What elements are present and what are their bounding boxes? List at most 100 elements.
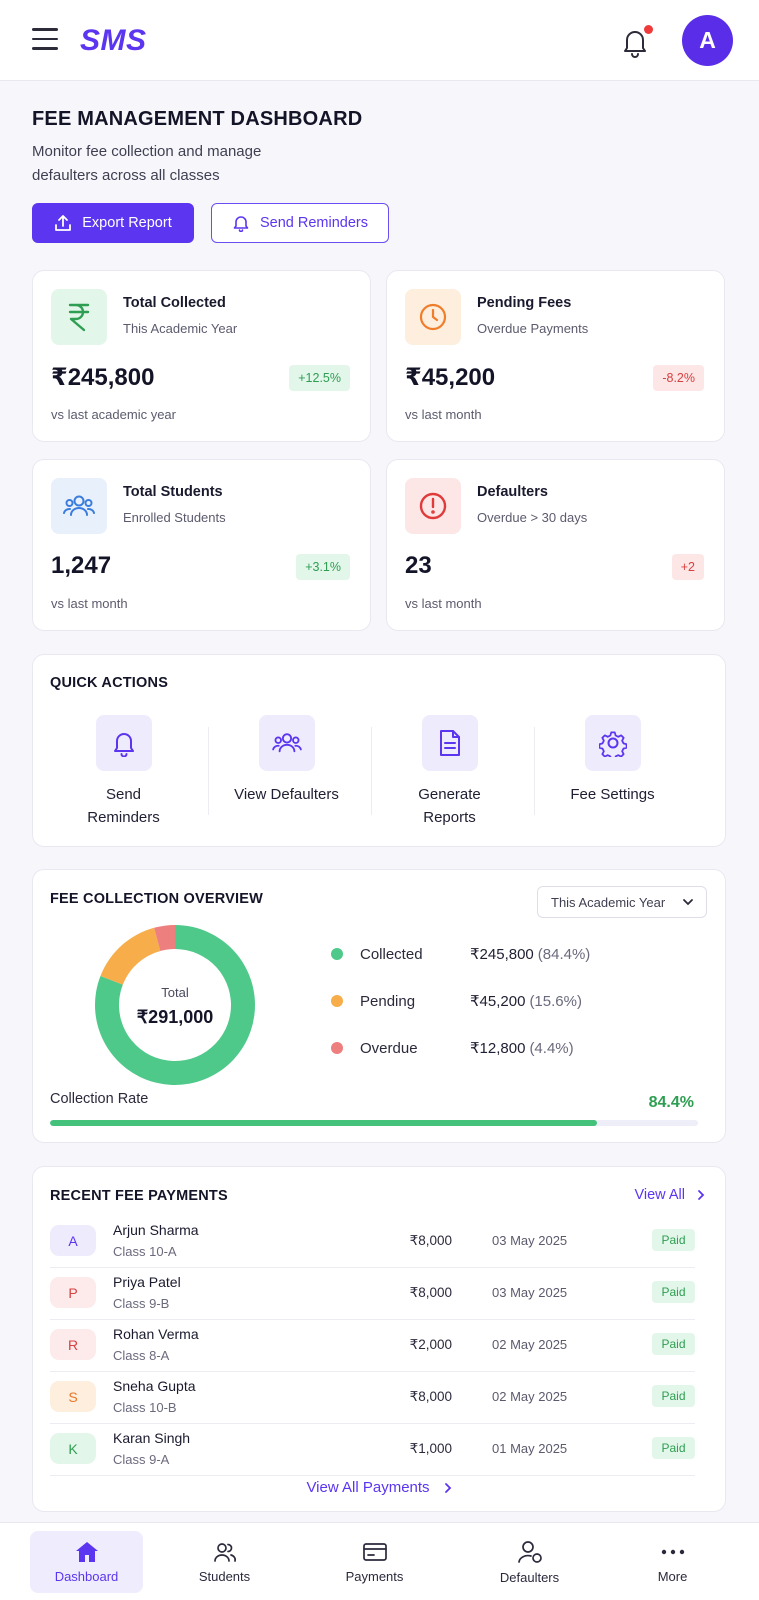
nav-item-payments[interactable]: Payments (318, 1531, 431, 1593)
upload-icon (55, 215, 72, 231)
divider (371, 727, 372, 815)
quick-action-view-defaulters[interactable]: View Defaulters (205, 715, 368, 839)
send-reminders-button[interactable]: Send Reminders (211, 203, 389, 243)
donut-slice-overdue (154, 925, 175, 951)
stat-change-badge: -8.2% (653, 365, 704, 391)
chevron-right-icon (444, 1482, 451, 1493)
nav-label: Dashboard (54, 1568, 119, 1584)
alert-icon (405, 478, 461, 534)
legend-dot (331, 1042, 343, 1054)
stat-footnote: vs last academic year (51, 407, 176, 422)
payment-amount: ₹8,000 (409, 1233, 452, 1248)
student-avatar: S (50, 1381, 96, 1412)
collection-rate-fill (50, 1120, 597, 1126)
quick-actions-card: QUICK ACTIONS Send Reminders View Defaul… (32, 654, 726, 847)
stat-footnote: vs last month (51, 596, 128, 611)
legend-name: Overdue (360, 1039, 418, 1057)
student-name: Rohan Verma (113, 1326, 199, 1342)
legend-amount: ₹45,200 (470, 993, 526, 1010)
fee-overview-title: FEE COLLECTION OVERVIEW (50, 891, 263, 907)
rupee-icon (51, 289, 107, 345)
menu-icon[interactable] (32, 28, 60, 52)
legend-dot (331, 995, 343, 1007)
legend-item-collected: Collected ₹245,800 (84.4%) (331, 944, 590, 964)
quick-action-send-reminders[interactable]: Send Reminders (42, 715, 205, 839)
payment-date: 02 May 2025 (492, 1389, 568, 1404)
app-header: SMS A (0, 0, 759, 81)
quick-actions-title: QUICK ACTIONS (50, 675, 169, 691)
quick-action-label: Send Reminders (87, 786, 160, 826)
stat-value: ₹45,200 (405, 364, 496, 391)
student-avatar: P (50, 1277, 96, 1308)
recent-payments-card: RECENT FEE PAYMENTS View All A Arjun Shar… (32, 1166, 726, 1512)
card-icon (362, 1542, 387, 1561)
student-class: Class 10-B (113, 1400, 177, 1415)
home-icon (75, 1541, 98, 1562)
stat-title: Defaulters (477, 484, 548, 500)
nav-label: More (657, 1568, 688, 1584)
legend-amount: ₹245,800 (470, 946, 534, 963)
quick-action-generate-reports[interactable]: Generate Reports (368, 715, 531, 839)
payment-amount: ₹8,000 (409, 1285, 452, 1300)
recent-payments-title: RECENT FEE PAYMENTS (50, 1188, 228, 1204)
export-report-label: Export Report (82, 215, 172, 231)
brand-logo[interactable]: SMS (80, 24, 147, 57)
stat-change-badge: +2 (671, 554, 704, 580)
gear-icon (584, 715, 641, 771)
stat-footnote: vs last month (405, 407, 482, 422)
stat-title: Pending Fees (477, 295, 572, 311)
student-class: Class 9-A (113, 1452, 170, 1467)
user-avatar[interactable]: A (682, 15, 733, 66)
payment-amount: ₹2,000 (409, 1337, 452, 1352)
stat-footnote: vs last month (405, 596, 482, 611)
view-all-payments-link[interactable]: View All Payments (33, 1479, 725, 1496)
collection-rate-bar (50, 1120, 698, 1126)
notification-bell-icon[interactable] (620, 26, 650, 58)
view-all-label: View All (634, 1187, 685, 1203)
chevron-down-icon (683, 899, 693, 906)
donut-slice-pending (100, 927, 161, 985)
stat-card-total-students[interactable]: Total Students Enrolled Students 1,247 +… (32, 459, 371, 631)
student-class: Class 8-A (113, 1348, 170, 1363)
more-icon (661, 1549, 684, 1554)
collection-rate-value: 84.4% (648, 1094, 694, 1111)
donut-center-value: ₹291,000 (137, 1007, 214, 1027)
legend-item-pending: Pending ₹45,200 (15.6%) (331, 991, 582, 1011)
payment-row[interactable]: P Priya Patel Class 9-B ₹8,000 03 May 2025 Pa… (50, 1268, 695, 1320)
nav-item-dashboard[interactable]: Dashboard (30, 1531, 143, 1593)
student-avatar: A (50, 1225, 96, 1256)
legend-amount: ₹12,800 (470, 1040, 526, 1057)
nav-item-more[interactable]: More (616, 1531, 729, 1593)
payment-row[interactable]: K Karan Singh Class 9-A ₹1,000 01 May 2025 Pa… (50, 1424, 695, 1476)
period-select[interactable]: This Academic Year (537, 886, 707, 918)
stat-subtitle: Enrolled Students (123, 510, 226, 525)
nav-item-defaulters[interactable]: Defaulters (473, 1531, 586, 1593)
legend-name: Pending (360, 992, 416, 1010)
stat-title: Total Students (123, 484, 223, 500)
bottom-navigation: Dashboard Students Payments Defaulters M… (0, 1522, 759, 1600)
nav-item-students[interactable]: Students (168, 1531, 281, 1593)
stat-card-pending-fees[interactable]: Pending Fees Overdue Payments ₹45,200 -8… (386, 270, 725, 442)
stat-title: Total Collected (123, 295, 226, 311)
status-badge: Paid (652, 1281, 695, 1303)
donut-center-label: Total (161, 985, 189, 1000)
fee-donut-chart: Total ₹291,000 (95, 925, 255, 1085)
stat-subtitle: Overdue Payments (477, 321, 589, 336)
stat-card-defaulters[interactable]: Defaulters Overdue > 30 days 23 +2 vs la… (386, 459, 725, 631)
users-icon (258, 715, 315, 771)
stat-card-total-collected[interactable]: Total Collected This Academic Year ₹245,… (32, 270, 371, 442)
payment-date: 03 May 2025 (492, 1285, 568, 1300)
quick-action-label: Generate Reports (418, 786, 481, 826)
quick-action-fee-settings[interactable]: Fee Settings (531, 715, 694, 839)
payment-date: 03 May 2025 (492, 1233, 568, 1248)
view-all-link[interactable]: View All (634, 1187, 705, 1203)
status-badge: Paid (652, 1437, 695, 1459)
export-report-button[interactable]: Export Report (32, 203, 194, 243)
payment-row[interactable]: S Sneha Gupta Class 10-B ₹8,000 02 May 2025 P… (50, 1372, 695, 1424)
stat-subtitle: This Academic Year (123, 321, 238, 336)
donut-slice-collected (95, 925, 255, 1085)
payment-amount: ₹8,000 (409, 1389, 452, 1404)
payment-row[interactable]: A Arjun Sharma Class 10-A ₹8,000 03 May 2025… (50, 1216, 695, 1268)
user-alert-icon (517, 1540, 542, 1563)
payment-row[interactable]: R Rohan Verma Class 8-A ₹2,000 02 May 2025 Pa… (50, 1320, 695, 1372)
